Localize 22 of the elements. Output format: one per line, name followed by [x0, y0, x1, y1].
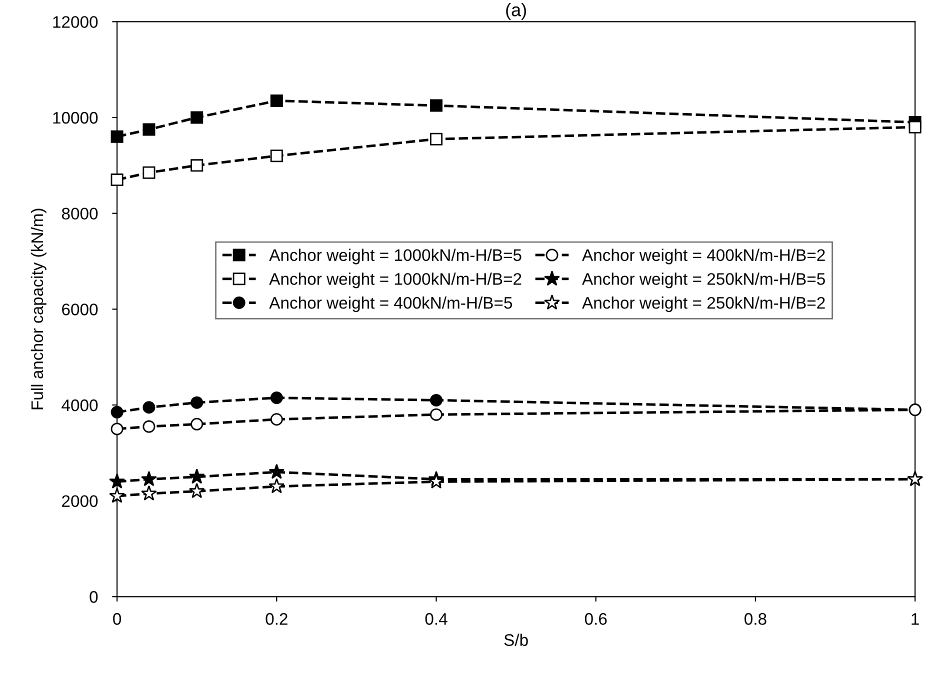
legend-label: Anchor weight = 400kN/m-H/B=5	[269, 296, 512, 312]
x-tick-label: 0	[113, 613, 122, 625]
y-tick-label: 12000	[53, 16, 98, 28]
legend-label: Anchor weight = 250kN/m-H/B=2	[582, 296, 825, 312]
x-tick-label: 0.4	[425, 613, 448, 625]
y-tick-label: 10000	[53, 112, 98, 124]
legend-label: Anchor weight = 1000kN/m-H/B=2	[269, 272, 522, 288]
x-tick-label: 1	[912, 613, 919, 625]
legend-label: Anchor weight = 1000kN/m-H/B=5	[269, 248, 522, 264]
y-tick-label: 6000	[62, 304, 98, 316]
legend-label: Anchor weight = 400kN/m-H/B=2	[582, 248, 825, 264]
y-tick-label: 4000	[62, 399, 98, 412]
legend-label: Anchor weight = 250kN/m-H/B=5	[582, 272, 825, 288]
chart-title: (a)	[506, 3, 526, 20]
x-axis-title: S/b	[504, 634, 528, 646]
y-axis-title: Full anchor capacity (kN/m)	[30, 208, 46, 410]
x-tick-label: 0.6	[584, 613, 607, 625]
x-tick-label: 0.8	[744, 613, 766, 625]
y-tick-label: 8000	[62, 208, 98, 220]
y-tick-label: 2000	[62, 495, 98, 508]
x-tick-label: 0.2	[266, 613, 288, 625]
y-tick-label: 0	[90, 591, 98, 603]
